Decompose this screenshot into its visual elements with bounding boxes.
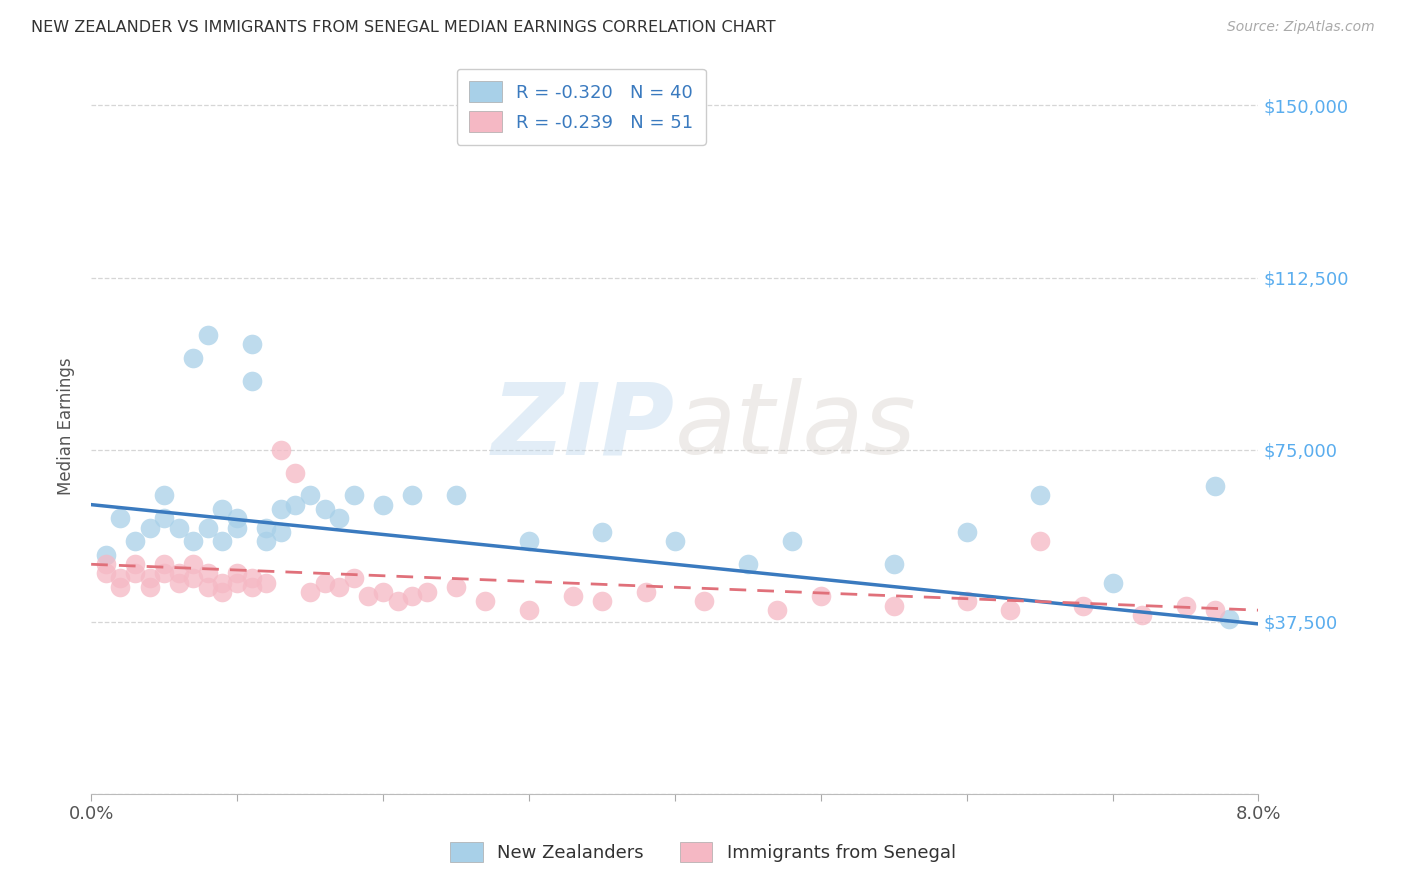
Point xyxy=(240,580,263,594)
Point xyxy=(153,488,176,502)
Point xyxy=(314,502,336,516)
Point xyxy=(591,594,613,608)
Point xyxy=(401,590,423,604)
Y-axis label: Median Earnings: Median Earnings xyxy=(58,358,75,495)
Point xyxy=(328,511,350,525)
Point xyxy=(94,558,117,572)
Point xyxy=(138,580,160,594)
Point xyxy=(444,488,467,502)
Point xyxy=(591,525,613,540)
Point xyxy=(94,548,117,562)
Point xyxy=(328,580,350,594)
Text: NEW ZEALANDER VS IMMIGRANTS FROM SENEGAL MEDIAN EARNINGS CORRELATION CHART: NEW ZEALANDER VS IMMIGRANTS FROM SENEGAL… xyxy=(31,20,776,35)
Point xyxy=(197,520,219,534)
Point xyxy=(416,584,439,599)
Text: atlas: atlas xyxy=(675,378,917,475)
Point xyxy=(634,584,657,599)
Point xyxy=(664,534,686,549)
Point xyxy=(298,488,321,502)
Point xyxy=(211,575,233,590)
Point xyxy=(1073,599,1095,613)
Point xyxy=(1204,479,1226,493)
Point xyxy=(270,502,292,516)
Point xyxy=(517,534,540,549)
Point xyxy=(343,488,366,502)
Point xyxy=(181,558,204,572)
Point xyxy=(167,566,190,581)
Point xyxy=(810,590,832,604)
Point xyxy=(284,466,307,480)
Point xyxy=(153,511,176,525)
Point xyxy=(357,590,380,604)
Legend: R = -0.320   N = 40, R = -0.239   N = 51: R = -0.320 N = 40, R = -0.239 N = 51 xyxy=(457,69,706,145)
Point xyxy=(387,594,409,608)
Point xyxy=(693,594,716,608)
Point xyxy=(226,520,249,534)
Point xyxy=(1101,575,1123,590)
Point xyxy=(240,374,263,388)
Point xyxy=(138,520,160,534)
Point xyxy=(371,584,394,599)
Point xyxy=(474,594,496,608)
Point xyxy=(211,584,233,599)
Legend: New Zealanders, Immigrants from Senegal: New Zealanders, Immigrants from Senegal xyxy=(443,834,963,870)
Point xyxy=(1204,603,1226,617)
Point xyxy=(226,511,249,525)
Point xyxy=(153,566,176,581)
Point xyxy=(254,575,277,590)
Text: Source: ZipAtlas.com: Source: ZipAtlas.com xyxy=(1227,20,1375,34)
Point xyxy=(766,603,789,617)
Point xyxy=(94,566,117,581)
Point xyxy=(124,534,146,549)
Point xyxy=(240,571,263,585)
Point xyxy=(1130,607,1153,622)
Point xyxy=(1000,603,1022,617)
Point xyxy=(956,525,979,540)
Text: ZIP: ZIP xyxy=(492,378,675,475)
Point xyxy=(883,558,905,572)
Point xyxy=(780,534,803,549)
Point xyxy=(1028,488,1050,502)
Point xyxy=(883,599,905,613)
Point xyxy=(444,580,467,594)
Point xyxy=(181,571,204,585)
Point xyxy=(181,534,204,549)
Point xyxy=(517,603,540,617)
Point xyxy=(401,488,423,502)
Point xyxy=(110,580,132,594)
Point xyxy=(124,558,146,572)
Point xyxy=(167,520,190,534)
Point xyxy=(254,534,277,549)
Point xyxy=(124,566,146,581)
Point xyxy=(254,520,277,534)
Point xyxy=(167,575,190,590)
Point xyxy=(1218,612,1240,626)
Point xyxy=(956,594,979,608)
Point xyxy=(197,566,219,581)
Point xyxy=(153,558,176,572)
Point xyxy=(226,566,249,581)
Point xyxy=(110,571,132,585)
Point xyxy=(181,351,204,365)
Point xyxy=(211,502,233,516)
Point xyxy=(284,498,307,512)
Point xyxy=(211,534,233,549)
Point xyxy=(270,442,292,457)
Point xyxy=(226,575,249,590)
Point xyxy=(138,571,160,585)
Point xyxy=(197,580,219,594)
Point xyxy=(371,498,394,512)
Point xyxy=(298,584,321,599)
Point xyxy=(1028,534,1050,549)
Point xyxy=(737,558,759,572)
Point xyxy=(197,327,219,342)
Point xyxy=(110,511,132,525)
Point xyxy=(343,571,366,585)
Point xyxy=(561,590,583,604)
Point xyxy=(1174,599,1197,613)
Point xyxy=(314,575,336,590)
Point xyxy=(270,525,292,540)
Point xyxy=(240,337,263,351)
